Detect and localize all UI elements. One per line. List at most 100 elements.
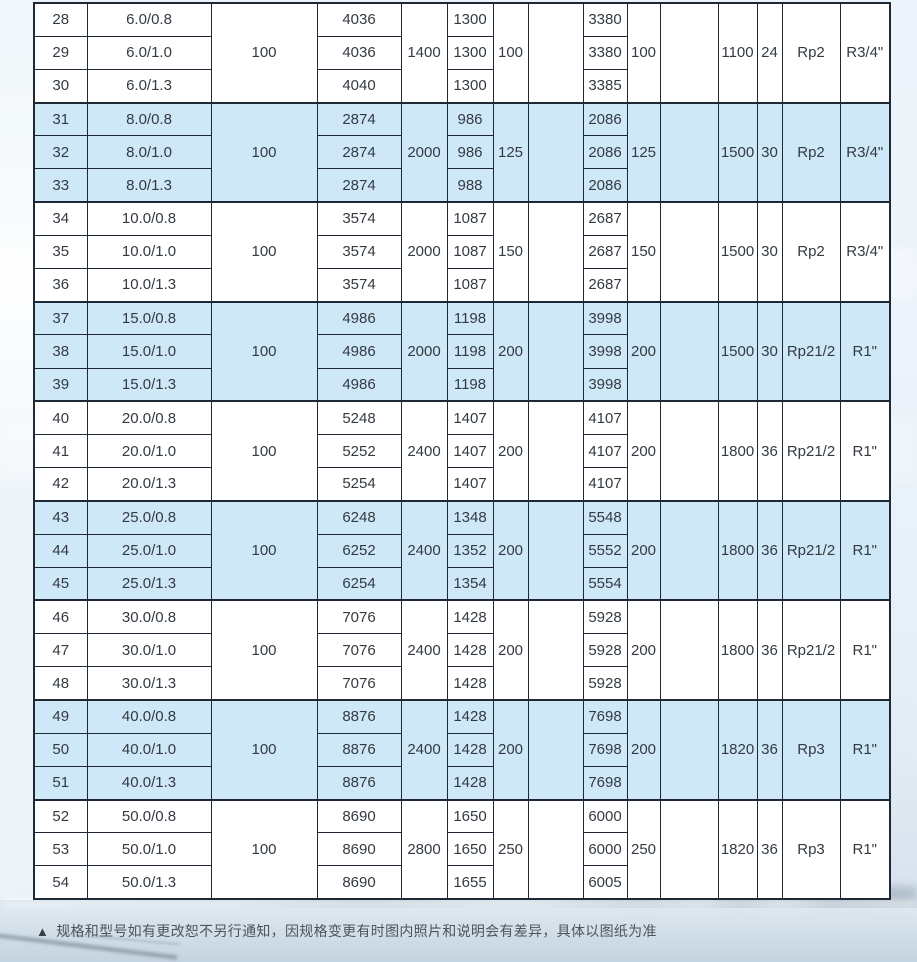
cell-col10: 125 <box>626 101 661 203</box>
cell-col4: 7076 <box>316 666 402 701</box>
table-row: 52 50.0/0.8 100 8690 2800 1650 250 6000 250 1820 3… <box>33 798 891 900</box>
cell-col13: 30 <box>756 300 783 402</box>
cell-col11 <box>659 300 719 402</box>
cell-col9: 7698 <box>582 732 628 767</box>
cell-col6: 1348 <box>446 499 494 535</box>
cell-row-no: 50 <box>33 732 88 767</box>
cell-col4: 5248 <box>316 400 402 435</box>
cell-col15: R1" <box>839 599 891 701</box>
cell-col9: 3998 <box>582 300 628 336</box>
cell-col14: Rp3 <box>781 698 841 800</box>
table-row: 47 30.0/1.0 7076 1428 5928 <box>33 633 890 668</box>
cell-row-no: 37 <box>33 300 88 336</box>
cell-col9: 5928 <box>582 666 628 701</box>
footnote-text: 规格和型号如有更改恕不另行通知，因规格变更有时图内照片和说明会有差异，具体以图纸… <box>56 923 657 939</box>
cell-col9: 4107 <box>582 400 628 435</box>
cell-col6: 1407 <box>446 433 494 469</box>
cell-col9: 2687 <box>582 267 628 303</box>
cell-row-no: 42 <box>33 467 88 502</box>
cell-col4: 6252 <box>316 533 402 568</box>
cell-col6: 1087 <box>446 267 494 303</box>
cell-col8 <box>527 101 584 203</box>
table-row: 33 8.0/1.3 2874 988 2086 <box>33 168 890 203</box>
cell-col14: Rp21/2 <box>781 300 841 402</box>
cell-row-no: 45 <box>33 566 88 601</box>
cell-col10: 100 <box>626 2 661 104</box>
cell-col9: 5548 <box>582 499 628 535</box>
cell-col4: 2874 <box>316 135 402 170</box>
cell-col14: Rp21/2 <box>781 400 841 502</box>
cell-col10: 200 <box>626 400 661 502</box>
cell-col6: 1354 <box>446 566 494 601</box>
cell-col4: 8690 <box>316 832 402 867</box>
cell-col4: 3574 <box>316 234 402 270</box>
cell-col9: 3998 <box>582 334 628 369</box>
cell-col13: 36 <box>756 400 783 502</box>
cell-col14: Rp3 <box>781 798 841 900</box>
table-row: 43 25.0/0.8 100 6248 2400 1348 200 5548 200 1800 3… <box>33 499 891 601</box>
cell-col12: 1100 <box>717 2 758 104</box>
cell-row-no: 38 <box>33 334 88 369</box>
cell-col5: 2000 <box>400 101 448 203</box>
cell-col6: 1428 <box>446 666 494 701</box>
cell-col6: 1428 <box>446 599 494 635</box>
cell-col4: 5254 <box>316 467 402 502</box>
cell-col6: 1300 <box>446 35 494 70</box>
cell-col9: 5928 <box>582 599 628 635</box>
cell-spec: 10.0/1.3 <box>86 267 212 303</box>
cell-row-no: 36 <box>33 267 88 303</box>
cell-spec: 10.0/1.0 <box>86 234 212 270</box>
cell-col11 <box>659 698 719 800</box>
cell-col15: R3/4" <box>839 2 891 104</box>
cell-col3: 100 <box>210 300 318 402</box>
cell-col5: 2000 <box>400 300 448 402</box>
cell-row-no: 35 <box>33 234 88 270</box>
cell-col4: 8690 <box>316 865 402 900</box>
cell-col9: 3998 <box>582 367 628 402</box>
cell-col13: 36 <box>756 698 783 800</box>
cell-col11 <box>659 499 719 601</box>
spec-table-body: 28 6.0/0.8 100 4036 1400 1300 100 3380 100 1100 24… <box>33 1 891 900</box>
cell-col14: Rp2 <box>781 101 841 203</box>
cell-col5: 2400 <box>400 400 448 502</box>
cell-col9: 7698 <box>582 698 628 734</box>
cell-spec: 8.0/1.0 <box>86 135 212 170</box>
cell-col4: 4986 <box>316 300 402 336</box>
cell-spec: 40.0/0.8 <box>86 698 212 734</box>
cell-spec: 20.0/0.8 <box>86 400 212 435</box>
cell-col9: 2086 <box>582 168 628 203</box>
cell-col15: R1" <box>839 698 891 800</box>
cell-col12: 1800 <box>717 400 758 502</box>
table-row: 34 10.0/0.8 100 3574 2000 1087 150 2687 150 1500 3… <box>33 201 891 303</box>
cell-spec: 6.0/1.3 <box>86 68 212 104</box>
cell-col7: 200 <box>492 400 529 502</box>
cell-row-no: 32 <box>33 135 88 170</box>
cell-spec: 15.0/0.8 <box>86 300 212 336</box>
cell-col11 <box>659 101 719 203</box>
cell-col7: 250 <box>492 798 529 900</box>
cell-col8 <box>527 599 584 701</box>
cell-col5: 2400 <box>400 599 448 701</box>
cell-col4: 4036 <box>316 1 402 37</box>
cell-col7: 200 <box>492 698 529 800</box>
cell-col4: 8690 <box>316 798 402 834</box>
cell-col6: 1300 <box>446 1 494 37</box>
cell-col6: 1087 <box>446 234 494 270</box>
table-row: 46 30.0/0.8 100 7076 2400 1428 200 5928 200 1800 3… <box>33 599 891 701</box>
cell-col6: 986 <box>446 135 494 170</box>
cell-col6: 1650 <box>446 798 494 834</box>
cell-col6: 1428 <box>446 732 494 767</box>
cell-row-no: 29 <box>33 35 88 70</box>
cell-col6: 1428 <box>446 698 494 734</box>
cell-col4: 2874 <box>316 168 402 203</box>
cell-spec: 25.0/1.0 <box>86 533 212 568</box>
cell-spec: 40.0/1.3 <box>86 765 212 801</box>
cell-col13: 30 <box>756 201 783 303</box>
cell-col7: 125 <box>492 101 529 203</box>
cell-col4: 4040 <box>316 68 402 104</box>
cell-col3: 100 <box>210 400 318 502</box>
cell-col6: 1300 <box>446 68 494 104</box>
cell-col12: 1800 <box>717 599 758 701</box>
cell-col9: 2687 <box>582 234 628 270</box>
table-row: 51 40.0/1.3 8876 1428 7698 <box>33 765 890 801</box>
